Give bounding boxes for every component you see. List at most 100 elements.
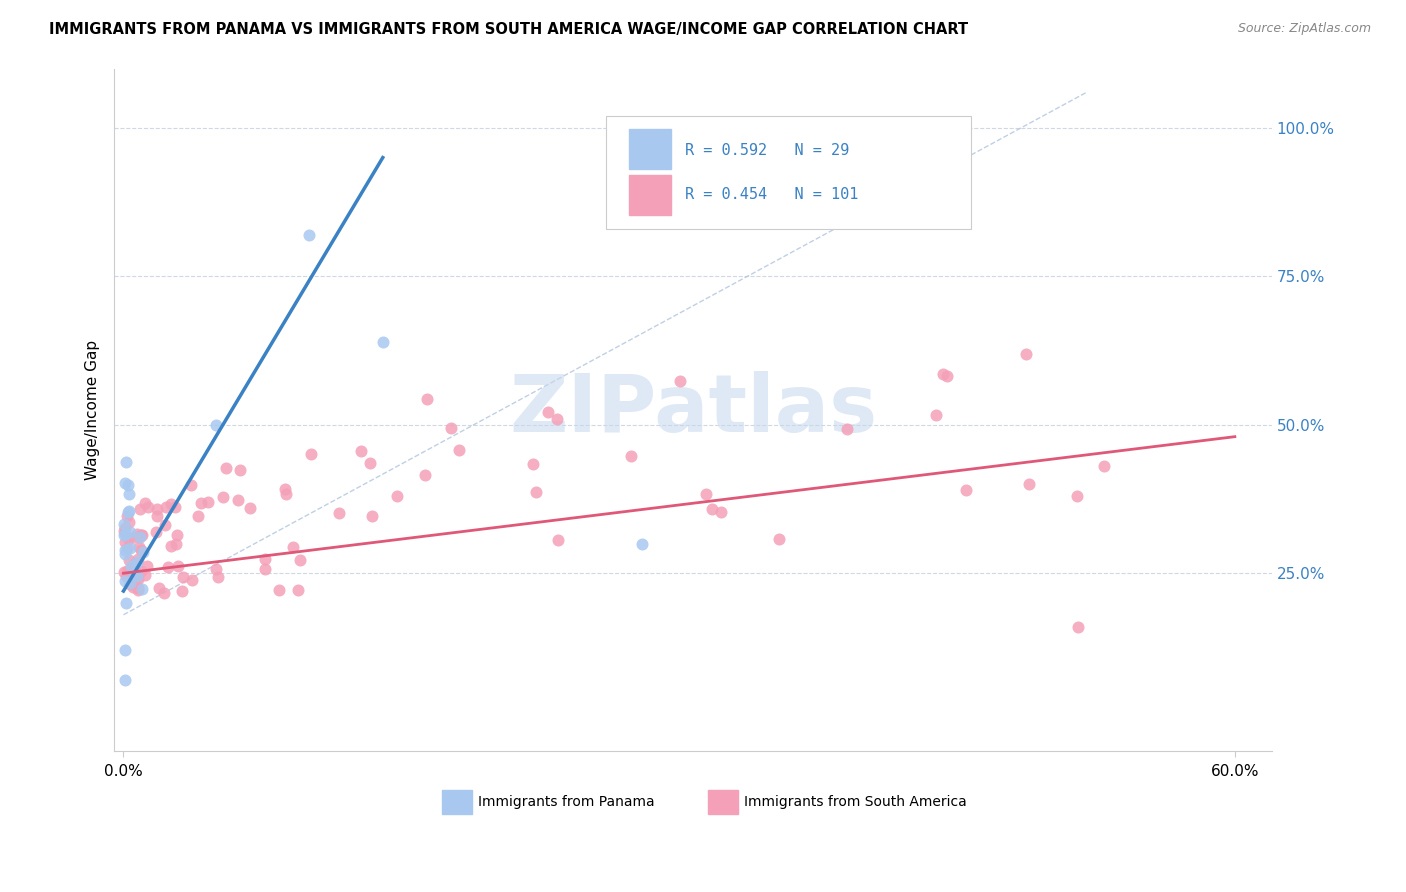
Point (112, 516, 135, 531)
Point (205, 417, 228, 432)
Point (153, 518, 176, 533)
Point (122, 561, 145, 575)
Point (669, 374, 692, 388)
Point (695, 486, 717, 500)
Point (160, 497, 183, 511)
Text: Source: ZipAtlas.com: Source: ZipAtlas.com (1237, 22, 1371, 36)
Point (127, 552, 149, 566)
Point (932, 367, 955, 381)
Point (118, 553, 141, 567)
Point (115, 541, 138, 556)
Text: R = 0.592   N = 29: R = 0.592 N = 29 (685, 143, 849, 158)
Point (125, 569, 148, 583)
Point (700, 501, 723, 516)
Point (129, 502, 152, 516)
Point (416, 392, 439, 407)
Point (127, 582, 149, 597)
Point (160, 539, 183, 553)
Point (166, 528, 188, 542)
Point (349, 444, 371, 458)
Y-axis label: Wage/Income Gap: Wage/Income Gap (86, 340, 100, 480)
Point (163, 500, 186, 514)
Text: ZIPatlas: ZIPatlas (509, 371, 877, 449)
Point (212, 490, 235, 504)
Point (1067, 620, 1090, 634)
Point (226, 493, 249, 508)
Point (127, 572, 149, 586)
Point (269, 583, 291, 598)
Point (125, 526, 148, 541)
Point (1066, 489, 1088, 503)
Point (181, 573, 204, 587)
Text: IMMIGRANTS FROM PANAMA VS IMMIGRANTS FROM SOUTH AMERICA WAGE/INCOME GAP CORRELAT: IMMIGRANTS FROM PANAMA VS IMMIGRANTS FRO… (49, 22, 969, 37)
Point (547, 533, 569, 548)
Point (128, 530, 150, 544)
Point (180, 477, 202, 491)
Point (238, 501, 260, 516)
Point (136, 500, 159, 514)
Point (115, 596, 138, 610)
Point (124, 564, 146, 578)
Point (1092, 459, 1115, 474)
Text: Immigrants from Panama: Immigrants from Panama (478, 795, 654, 809)
Point (361, 509, 384, 524)
Point (620, 449, 643, 463)
Point (115, 455, 138, 469)
Point (122, 558, 145, 572)
Point (118, 487, 141, 501)
Point (114, 643, 136, 657)
Point (522, 458, 544, 472)
Point (197, 495, 219, 509)
Point (120, 524, 142, 539)
Point (122, 580, 145, 594)
Point (156, 559, 179, 574)
Point (274, 487, 297, 501)
FancyBboxPatch shape (606, 116, 972, 229)
Point (215, 461, 238, 475)
Point (120, 558, 142, 573)
Point (1018, 477, 1040, 491)
Point (114, 521, 136, 535)
Point (118, 504, 141, 518)
Point (117, 505, 139, 519)
Point (165, 536, 187, 550)
Point (145, 525, 167, 540)
Point (155, 500, 177, 514)
Point (299, 447, 322, 461)
Point (122, 566, 145, 580)
Point (253, 562, 276, 576)
Point (136, 559, 159, 574)
Point (1014, 346, 1036, 360)
Point (131, 527, 153, 541)
Point (128, 540, 150, 554)
Point (112, 524, 135, 538)
Point (172, 570, 194, 584)
Point (114, 574, 136, 588)
Point (537, 405, 560, 419)
Point (290, 553, 312, 567)
Point (413, 467, 436, 482)
Point (127, 581, 149, 595)
Point (371, 334, 394, 349)
Point (117, 532, 139, 546)
Point (114, 476, 136, 491)
Point (114, 673, 136, 687)
Point (207, 570, 229, 584)
Point (125, 568, 148, 582)
Point (328, 506, 350, 520)
Point (439, 421, 461, 435)
Text: R = 0.454   N = 101: R = 0.454 N = 101 (685, 187, 858, 202)
Point (710, 505, 733, 519)
Point (128, 530, 150, 544)
Point (115, 508, 138, 523)
Point (132, 545, 155, 559)
Point (131, 564, 153, 578)
Point (385, 490, 408, 504)
Point (925, 408, 948, 422)
Point (229, 463, 252, 477)
Point (166, 558, 188, 573)
FancyBboxPatch shape (630, 128, 671, 169)
Point (146, 502, 169, 516)
Point (131, 582, 153, 596)
FancyBboxPatch shape (441, 789, 472, 814)
